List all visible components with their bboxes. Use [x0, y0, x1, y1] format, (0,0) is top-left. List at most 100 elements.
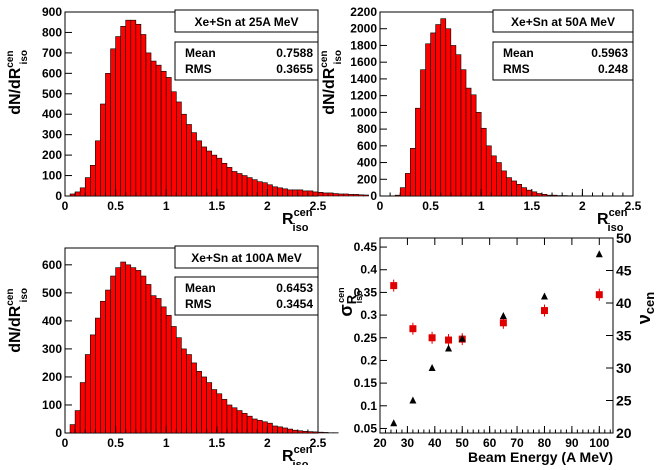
histogram-bin [222, 399, 227, 433]
histogram-bin [131, 268, 136, 433]
stats-rms-label: RMS [185, 62, 212, 76]
y-tick-label: 0.15 [354, 376, 378, 390]
x-tick-label: 0.5 [107, 199, 124, 213]
sigma-point [390, 282, 397, 289]
y-tick-label: 700 [42, 46, 62, 60]
histogram-bin [90, 165, 95, 196]
histogram-bin [207, 151, 212, 196]
sigma-point [596, 291, 603, 298]
y-tick-label: 1600 [350, 55, 377, 69]
histogram-bin [303, 191, 308, 196]
histogram-bin [501, 171, 506, 196]
histogram-bin [217, 158, 222, 196]
histogram-bin [136, 24, 141, 196]
stats-rms-value: 0.3454 [276, 297, 313, 311]
histogram-bin [283, 189, 288, 196]
histogram-bin [186, 355, 191, 433]
histogram-bin [156, 298, 161, 433]
histogram-bin [333, 194, 338, 196]
histogram-bin [338, 194, 343, 196]
y-tick-label: 800 [42, 25, 62, 39]
x-tick-label: 1 [163, 199, 170, 213]
histogram-bin [431, 33, 436, 196]
histogram-bin [176, 338, 181, 433]
histogram-bin [262, 422, 267, 433]
stats-rms-value: 0.248 [598, 62, 628, 76]
histogram-bin [126, 265, 131, 433]
histogram-bin [278, 188, 283, 196]
histogram-bin [481, 128, 486, 196]
y-tick-label: 500 [42, 286, 62, 300]
y-tick-label: 100 [42, 398, 62, 412]
plot-frame [380, 238, 613, 433]
histogram-bin [496, 163, 501, 196]
x-tick-label: 1 [478, 199, 485, 213]
histogram-bin [522, 188, 527, 196]
histogram-bin [242, 413, 247, 433]
stats-rms-label: RMS [185, 297, 212, 311]
y-tick-label: 400 [42, 107, 62, 121]
histogram-bin [156, 65, 161, 196]
stats-mean-label: Mean [185, 281, 216, 295]
y-tick-label: 0.25 [354, 331, 378, 345]
y2-tick-label: 30 [616, 360, 632, 376]
histogram-bin [197, 371, 202, 433]
y-tick-label: 600 [357, 139, 377, 153]
y-tick-label: 400 [357, 156, 377, 170]
stats-mean-value: 0.5963 [591, 46, 628, 60]
y-tick-label: 0 [370, 189, 377, 203]
stats-mean-label: Mean [503, 46, 534, 60]
x-tick-label: 2 [264, 436, 271, 450]
y-tick-label: 800 [357, 122, 377, 136]
x-tick-label: 1.5 [523, 199, 540, 213]
y2-tick-label: 20 [616, 425, 632, 441]
histogram-bin [293, 190, 298, 196]
histogram-bin [192, 363, 197, 433]
histogram-bin [212, 390, 217, 433]
x-tick-label: 0 [377, 199, 384, 213]
histogram-bin [75, 192, 80, 196]
histogram-bin [446, 29, 451, 196]
x-tick-label: 100 [589, 436, 609, 450]
histogram-bin [121, 26, 126, 196]
histogram-bin [217, 394, 222, 433]
y-tick-label: 200 [42, 370, 62, 384]
histogram-bin [171, 326, 176, 433]
histogram-bin [318, 432, 323, 433]
histogram-bin [85, 178, 90, 196]
y2-tick-label: 50 [616, 230, 632, 246]
y-tick-label: 0.1 [360, 399, 377, 413]
histogram-bin [257, 182, 262, 196]
histogram-bin [181, 114, 186, 196]
histogram-bin [420, 70, 425, 196]
x-tick-label: 2 [264, 199, 271, 213]
x-tick-label: 1 [163, 436, 170, 450]
panel-title: Xe+Sn at 25A MeV [195, 15, 299, 29]
histogram-bin [461, 70, 466, 196]
x-tick-label: 0 [62, 199, 69, 213]
histogram-bin [512, 181, 517, 196]
histogram-bin [308, 432, 313, 433]
histogram-bin [105, 290, 110, 433]
histogram-bin [197, 141, 202, 196]
histogram-bin [288, 190, 293, 196]
y-tick-label: 1200 [350, 89, 377, 103]
histogram-bin [466, 88, 471, 196]
histogram-bin [303, 431, 308, 433]
histogram-bin [202, 147, 207, 196]
panel-title: Xe+Sn at 100A MeV [191, 251, 302, 265]
histogram-bin [227, 167, 232, 196]
x-tick-label: 50 [456, 436, 470, 450]
histogram-bin [272, 426, 277, 433]
histogram-bin [192, 133, 197, 196]
y-tick-label: 2000 [350, 22, 377, 36]
x-tick-label: 1.5 [208, 199, 225, 213]
sigma-point [445, 337, 452, 344]
stats-mean-value: 0.6453 [276, 281, 313, 295]
sigma-point [541, 307, 548, 314]
histogram-bin [283, 428, 288, 433]
stats-rms-value: 0.3655 [276, 62, 313, 76]
